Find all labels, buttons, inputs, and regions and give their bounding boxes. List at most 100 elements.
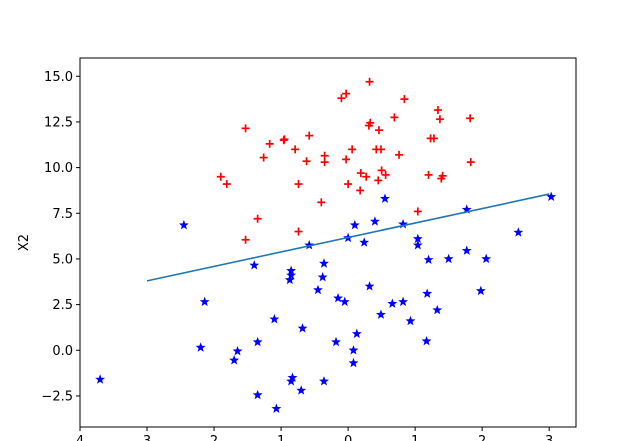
red-plus-marker xyxy=(413,207,422,216)
red-plus-marker xyxy=(390,113,399,122)
red-plus-marker xyxy=(365,77,374,86)
red-plus-marker xyxy=(337,94,346,103)
plot-area xyxy=(79,57,577,428)
blue-star-marker xyxy=(380,193,390,203)
red-plus-marker xyxy=(259,153,268,162)
blue-star-marker xyxy=(287,372,298,382)
red-plus-marker xyxy=(429,134,438,143)
blue-star-marker xyxy=(252,389,263,400)
blue-star-marker xyxy=(304,240,315,250)
red-plus-marker xyxy=(466,158,475,167)
red-plus-marker xyxy=(241,124,250,133)
red-plus-marker xyxy=(320,158,329,167)
red-plus-marker xyxy=(362,172,371,181)
blue-star-marker xyxy=(405,315,416,326)
blue-star-marker xyxy=(432,304,443,315)
red-plus-marker xyxy=(356,169,365,178)
blue-star-marker xyxy=(376,309,386,319)
blue-star-marker xyxy=(229,355,240,365)
blue-star-marker xyxy=(513,227,524,237)
red-plus-marker xyxy=(305,131,314,140)
blue-star-marker xyxy=(319,258,329,268)
red-plus-marker xyxy=(302,157,311,166)
red-plus-marker xyxy=(253,214,262,223)
red-plus-marker xyxy=(291,145,300,154)
blue-star-marker xyxy=(269,314,280,324)
red-plus-marker xyxy=(344,180,353,189)
blue-star-marker xyxy=(232,345,243,356)
x-tick-label: 2 xyxy=(210,434,218,441)
blue-star-marker xyxy=(284,274,295,285)
red-plus-marker xyxy=(400,95,409,104)
x-tick-label: 2 xyxy=(478,434,486,441)
blue-star-marker xyxy=(387,298,398,308)
blue-star-marker xyxy=(348,357,359,368)
x-tick-label: 1 xyxy=(277,434,285,441)
blue-star-marker xyxy=(398,219,409,229)
y-tick-label: 2.5 xyxy=(52,298,73,313)
blue-star-marker xyxy=(286,376,297,386)
red-plus-marker xyxy=(364,121,373,130)
blue-star-marker xyxy=(423,254,434,265)
x-tick-label: 3 xyxy=(143,434,151,441)
red-plus-marker xyxy=(317,198,326,207)
red-plus-marker xyxy=(265,139,274,148)
red-plus-marker xyxy=(374,126,383,135)
x-tick-label: 1 xyxy=(411,434,419,441)
red-plus-marker xyxy=(241,235,250,244)
y-tick-label: 0.0 xyxy=(52,344,73,359)
blue-star-marker xyxy=(475,285,486,296)
red-plus-marker xyxy=(437,174,446,183)
blue-star-marker xyxy=(443,253,454,264)
blue-star-marker xyxy=(286,270,297,280)
blue-star-marker xyxy=(333,293,343,303)
blue-star-marker xyxy=(348,345,359,355)
blue-star-marker xyxy=(351,328,362,339)
red-plus-marker xyxy=(374,176,383,185)
blue-star-marker xyxy=(317,272,328,282)
x-tick-label: 3 xyxy=(545,434,553,441)
y-tick-label: 15.0 xyxy=(44,70,73,85)
blue-star-marker xyxy=(296,385,307,395)
blue-star-marker xyxy=(252,336,263,347)
blue-star-marker xyxy=(319,376,329,386)
blue-star-marker xyxy=(95,374,106,384)
y-tick-label: 12.5 xyxy=(44,115,73,130)
blue-star-marker xyxy=(461,245,472,255)
blue-star-marker xyxy=(339,296,350,307)
red-plus-marker xyxy=(342,89,351,98)
red-plus-marker xyxy=(433,106,442,115)
red-plus-marker xyxy=(424,170,433,179)
red-plus-marker xyxy=(376,145,385,154)
blue-star-marker xyxy=(349,219,360,230)
plot-clip-group xyxy=(95,77,557,413)
blue-star-marker xyxy=(546,191,557,202)
red-plus-marker xyxy=(466,114,475,123)
y-tick-label: −2.5 xyxy=(41,389,73,404)
blue-star-marker xyxy=(359,237,370,247)
blue-star-marker xyxy=(369,216,380,226)
red-plus-marker xyxy=(377,166,386,175)
axis-ticks: −2.5 0.0 2.5 5.0 7.5 10.0 12.5 15.0 4 3 2 1 0 1 2 3 xyxy=(41,70,553,441)
blue-star-marker xyxy=(412,233,423,244)
red-plus-marker xyxy=(381,170,390,179)
red-plus-marker xyxy=(435,115,444,124)
blue-star-marker xyxy=(461,204,472,214)
y-tick-label: 10.0 xyxy=(44,161,73,176)
x-tick-label: 0 xyxy=(344,434,352,441)
red-plus-marker xyxy=(222,180,231,189)
blue-star-marker xyxy=(412,240,423,250)
red-plus-marker xyxy=(216,172,225,181)
blue-star-marker xyxy=(364,281,375,291)
blue-star-marker xyxy=(398,296,409,307)
blue-star-marker xyxy=(199,296,210,307)
red-plus-marker xyxy=(294,227,303,236)
red-plus-marker xyxy=(342,155,351,164)
blue-star-marker xyxy=(421,335,432,346)
red-plus-marker xyxy=(395,150,404,159)
blue-star-marker xyxy=(331,336,341,347)
blue-star-marker xyxy=(249,260,260,270)
blue-star-marker xyxy=(481,253,492,264)
